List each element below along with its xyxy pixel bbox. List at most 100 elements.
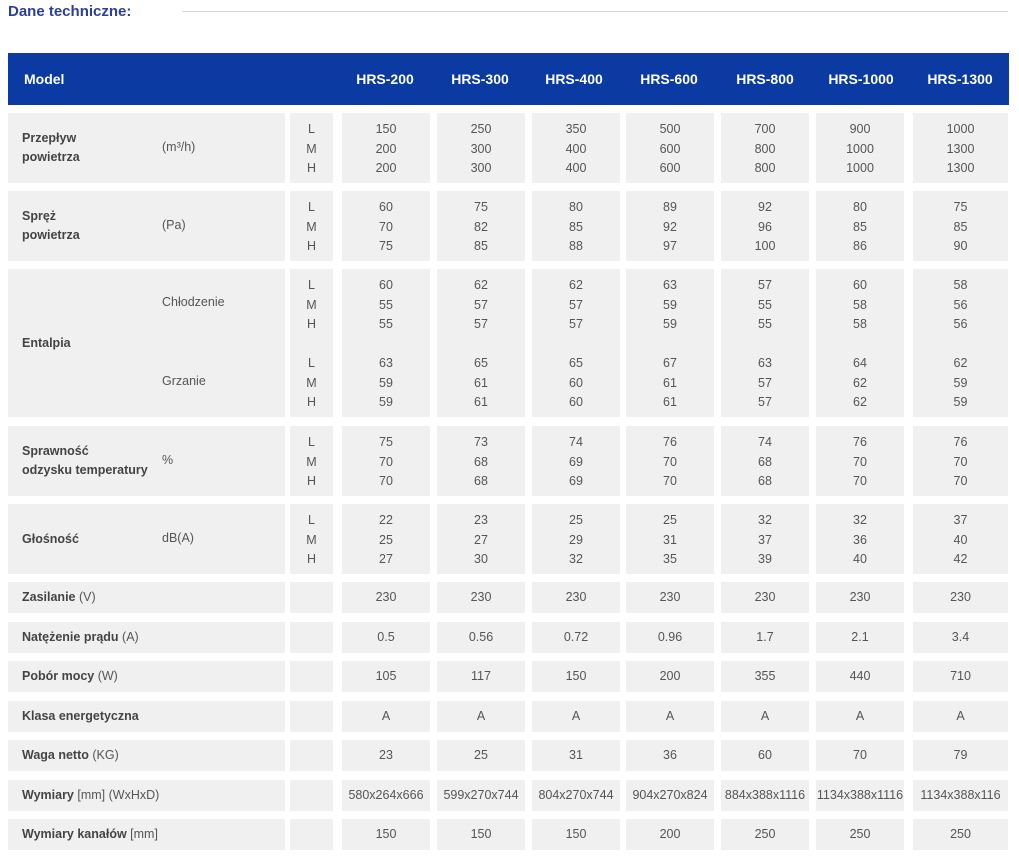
spec-row-4-value-cell: [626, 700, 714, 732]
spec-row-7-value-cell: [816, 819, 904, 850]
row-3-value-cell: [437, 426, 525, 496]
spec-row-7-label: Wymiary kanałów [mm]: [22, 827, 158, 841]
value-line: 32: [853, 513, 867, 527]
spec-row-1-value-cell: [721, 582, 809, 613]
table-header: Model HRS-200 HRS-300 HRS-400 HRS-600 HR…: [8, 53, 1009, 105]
spec-row-7-value: 150: [565, 827, 587, 841]
value-line: H: [306, 239, 317, 253]
spec-row-4-level-cell: [290, 700, 333, 732]
value-line: 1300: [946, 161, 975, 175]
row-enthalpy-value-cell: [816, 269, 904, 417]
value-line: 57: [758, 395, 772, 409]
value-line: 57: [758, 278, 772, 292]
row-2-value-cell: [721, 191, 809, 261]
spec-row-5-level-cell: [290, 740, 333, 771]
spec-row-4-value-cell: [532, 700, 620, 732]
spec-row-3-value-cell: [437, 661, 525, 692]
value-line: M: [306, 375, 317, 390]
spec-row-3-value-cell: [342, 661, 430, 692]
spec-row-3-value-cell: [626, 661, 714, 692]
spec-row-6-value-cell: [342, 779, 430, 811]
row-enthalpy-heating-values: 65 61 61: [437, 354, 525, 413]
row-enthalpy-value-cell: [437, 269, 525, 417]
spec-row-3-value: 440: [849, 669, 871, 683]
value-line: 68: [758, 474, 772, 488]
value-line: 1000: [846, 161, 874, 175]
row-1-label: Przepływ powietrza: [22, 129, 80, 167]
spec-row-5-label: Waga netto (KG): [22, 748, 119, 762]
header-model-hrs-1000: HRS-1000: [828, 71, 894, 87]
spec-row-4-value-cell: [913, 700, 1008, 732]
value-line: 1000: [846, 141, 874, 156]
spec-row-6-value: 1134x388x116: [920, 787, 1001, 802]
spec-row-7-value: 150: [375, 827, 397, 841]
row-enthalpy-heating-values: 65 60 60: [532, 354, 620, 413]
row-4-values: 25 31 35: [626, 511, 714, 570]
value-line: 62: [474, 278, 488, 292]
row-2-unit: (Pa): [162, 218, 186, 232]
spec-row-6-value: 904x270x824: [632, 787, 708, 802]
spec-row-5-value: 23: [379, 748, 393, 762]
value-line: H: [306, 474, 317, 488]
row-3-value-cell: [626, 426, 714, 496]
value-line: 62: [853, 395, 867, 409]
row-4-value-cell: [437, 504, 525, 574]
spec-row-1-value-cell: [437, 582, 525, 613]
spec-row-3-value: 200: [659, 669, 681, 683]
label-line: Spręż: [22, 209, 57, 223]
unit: (W): [94, 669, 118, 683]
header-model-hrs-600: HRS-600: [640, 71, 698, 87]
row-4-value-cell: [913, 504, 1008, 574]
row-2-values: 89 92 97: [626, 198, 714, 257]
spec-row-7-value-cell: [721, 819, 809, 850]
value-line: 70: [663, 454, 677, 469]
spec-row-5-label-cell: [8, 740, 285, 771]
value-line: 76: [663, 435, 677, 449]
value-line: 63: [379, 356, 393, 370]
value-line: 60: [379, 200, 393, 214]
value-line: 75: [953, 200, 968, 214]
value-line: 700: [754, 122, 776, 136]
value-line: 65: [569, 356, 583, 370]
spec-row-3-value-cell: [913, 661, 1008, 692]
row-1-value-cell: [532, 113, 620, 183]
spec-row-3-value: 150: [565, 669, 587, 683]
row-2-values: 75 85 90: [913, 198, 1008, 257]
spec-row-5-value: 36: [663, 748, 677, 762]
value-line: 75: [379, 239, 393, 253]
row-2-value-cell: [342, 191, 430, 261]
spec-row-1-label-cell: [8, 582, 285, 613]
value-line: 29: [569, 532, 583, 547]
value-line: 92: [663, 219, 677, 234]
spec-row-7-label-cell: [8, 819, 285, 850]
heading-divider: [182, 11, 1008, 12]
spec-row-5-value: 60: [758, 748, 772, 762]
row-enthalpy-cooling-values: 58 56 56: [913, 276, 1008, 335]
spec-row-1-label: Zasilanie (V): [22, 590, 96, 604]
value-line: 59: [953, 395, 968, 409]
spec-row-2-value-cell: [721, 621, 809, 653]
value-line: 76: [953, 435, 968, 449]
spec-row-2-value-cell: [626, 621, 714, 653]
value-line: 55: [379, 297, 393, 312]
row-2-value-cell: [913, 191, 1008, 261]
spec-row-6-value: 1134x388x1116: [816, 787, 904, 802]
spec-row-7-value: 250: [849, 827, 871, 841]
unit: [mm] (WxHxD): [73, 787, 160, 802]
value-line: 62: [853, 375, 867, 390]
row-4-value-cell: [342, 504, 430, 574]
spec-row-6-label-cell: [8, 779, 285, 811]
unit: (KG): [88, 748, 119, 762]
row-enthalpy-heating-values: 64 62 62: [816, 354, 904, 413]
row-3-values: 76 70 70: [816, 433, 904, 492]
row-3-value-cell: [721, 426, 809, 496]
value-line: 57: [569, 317, 583, 331]
row-1-label-cell: [8, 113, 285, 183]
value-line: 97: [663, 239, 677, 253]
row-2-values: 75 82 85: [437, 198, 525, 257]
row-1-values: 500 600 600: [626, 120, 714, 179]
spec-row-2-value-cell: [816, 621, 904, 653]
value-line: 59: [379, 395, 393, 409]
value-line: 86: [853, 239, 867, 253]
